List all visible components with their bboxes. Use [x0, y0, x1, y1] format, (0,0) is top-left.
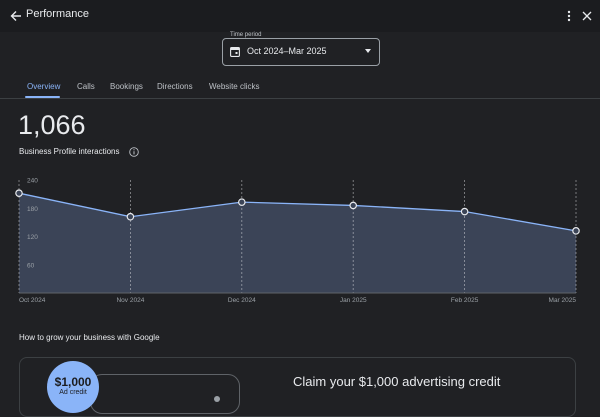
chart-x-tick-label: Feb 2025	[451, 297, 479, 304]
chart-y-tick-label: 60	[27, 262, 35, 269]
chart-x-tick-label: Nov 2024	[116, 297, 144, 304]
chart-data-point	[349, 201, 358, 210]
chart-data-point	[460, 207, 469, 216]
claim-credit-headline: Claim your $1,000 advertising credit	[293, 374, 501, 389]
more-options-button[interactable]	[560, 5, 578, 27]
chart-data-point	[572, 227, 580, 235]
ad-credit-amount: $1,000	[54, 375, 92, 389]
phone-dot	[214, 396, 220, 402]
phone-illustration	[90, 374, 240, 414]
more-vert-icon	[567, 10, 571, 22]
chart-y-tick-label: 240	[27, 178, 38, 185]
interactions-chart: 60 120 180 240 Oct 2024 Nov 2024 Dec 2024 Jan 2…	[15, 178, 580, 304]
chart-data-point	[15, 189, 23, 197]
tabs-divider	[0, 98, 600, 99]
close-icon	[582, 11, 592, 21]
chart-x-tick-label: Jan 2025	[340, 297, 367, 304]
active-tab-indicator	[25, 96, 60, 98]
tab-overview[interactable]: Overview	[27, 82, 61, 91]
tab-directions[interactable]: Directions	[157, 82, 193, 91]
arrow-back-icon	[10, 11, 21, 21]
chart-x-tick-label: Oct 2024	[19, 297, 46, 304]
chart-area	[19, 193, 576, 293]
time-period-label: Time period	[228, 32, 264, 38]
grow-heading: How to grow your business with Google	[19, 333, 160, 342]
tab-website-clicks[interactable]: Website clicks	[209, 82, 260, 91]
chart-data-point	[238, 198, 246, 206]
chart-series-line	[18, 192, 577, 232]
info-icon[interactable]	[129, 147, 139, 157]
time-period-value: Oct 2024–Mar 2025	[247, 46, 327, 56]
chart-data-point	[126, 212, 135, 221]
page-title: Performance	[26, 8, 89, 20]
interactions-total: 1,066	[18, 110, 86, 140]
tab-calls[interactable]: Calls	[77, 82, 95, 91]
chart-y-tick-label: 120	[27, 234, 38, 241]
tab-bookings[interactable]: Bookings	[110, 82, 143, 91]
interactions-label: Business Profile interactions	[19, 147, 120, 156]
time-period-select[interactable]	[222, 38, 380, 66]
calendar-icon	[230, 47, 240, 57]
chart-y-tick-label: 180	[27, 206, 38, 213]
top-bar	[0, 0, 600, 32]
chart-x-tick-label: Mar 2025	[549, 297, 577, 304]
chart-x-tick-label: Dec 2024	[228, 297, 256, 304]
ad-credit-sub: Ad credit	[59, 389, 87, 396]
chevron-down-icon	[365, 49, 371, 53]
back-button[interactable]	[4, 4, 28, 28]
close-button[interactable]	[578, 5, 596, 27]
